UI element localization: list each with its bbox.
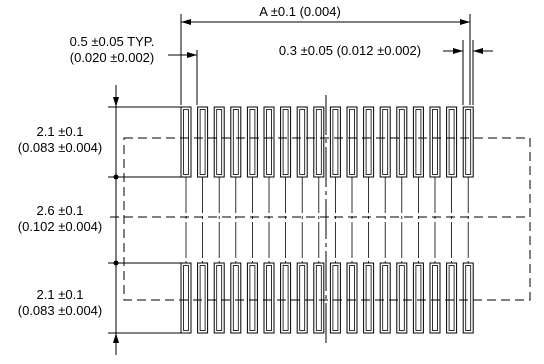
pad bbox=[346, 262, 358, 334]
pad bbox=[213, 262, 225, 334]
pad bbox=[412, 106, 424, 178]
pad-inner bbox=[332, 109, 339, 175]
pad-inner bbox=[349, 265, 355, 331]
pad bbox=[230, 106, 242, 178]
pad bbox=[446, 106, 458, 178]
pad-inner bbox=[349, 109, 355, 175]
pad bbox=[230, 262, 242, 334]
pad-inner bbox=[415, 265, 422, 331]
pad-inner bbox=[299, 109, 306, 175]
pad bbox=[180, 106, 192, 178]
pad bbox=[329, 106, 341, 178]
pad-inner bbox=[232, 265, 239, 331]
pad bbox=[263, 106, 275, 178]
pad-inner bbox=[183, 265, 189, 331]
pad-inner bbox=[216, 109, 223, 175]
pad-inner bbox=[249, 265, 256, 331]
pad-inner bbox=[299, 265, 306, 331]
pad bbox=[180, 262, 192, 334]
pad-inner bbox=[199, 109, 206, 175]
pad bbox=[197, 262, 209, 334]
pad-inner bbox=[448, 265, 455, 331]
dimension-label: 2.6 ±0.1 bbox=[37, 203, 84, 218]
pad-inner bbox=[266, 265, 272, 331]
pad bbox=[246, 262, 258, 334]
pad bbox=[429, 262, 441, 334]
pad-inner bbox=[266, 109, 272, 175]
pad bbox=[429, 106, 441, 178]
pad-inner bbox=[183, 109, 189, 175]
pad bbox=[462, 106, 474, 178]
pad-inner bbox=[365, 109, 372, 175]
dimension-label: 0.3 ±0.05 (0.012 ±0.002) bbox=[279, 43, 421, 58]
pad-inner bbox=[382, 109, 389, 175]
pad bbox=[396, 106, 408, 178]
pad-inner bbox=[282, 265, 289, 331]
pad-inner bbox=[282, 109, 289, 175]
pad bbox=[313, 262, 325, 334]
pad bbox=[280, 262, 292, 334]
pad-inner bbox=[232, 109, 239, 175]
pad bbox=[313, 106, 325, 178]
dimension-label: A ±0.1 (0.004) bbox=[259, 4, 341, 19]
pad-inner bbox=[398, 109, 405, 175]
pad-inner bbox=[365, 265, 372, 331]
pad bbox=[296, 262, 308, 334]
pad-inner bbox=[315, 109, 322, 175]
pad bbox=[396, 262, 408, 334]
pad-inner bbox=[382, 265, 389, 331]
pad bbox=[446, 262, 458, 334]
dimension-dot bbox=[113, 260, 119, 266]
outline bbox=[123, 137, 531, 301]
pad-inner bbox=[199, 265, 206, 331]
pads bbox=[180, 106, 474, 334]
pad bbox=[379, 106, 391, 178]
dimension-label: (0.083 ±0.004) bbox=[18, 303, 102, 318]
pad-inner bbox=[465, 265, 472, 331]
pad-inner bbox=[332, 265, 339, 331]
pad-inner bbox=[465, 109, 472, 175]
pad-inner bbox=[249, 109, 256, 175]
dimension-label: 0.5 ±0.05 TYP. bbox=[70, 34, 155, 49]
pad-inner bbox=[216, 265, 223, 331]
pad bbox=[346, 106, 358, 178]
pad bbox=[197, 106, 209, 178]
dimension-label: 2.1 ±0.1 bbox=[37, 124, 84, 139]
pad-inner bbox=[432, 109, 438, 175]
dimension-label: (0.102 ±0.004) bbox=[18, 219, 102, 234]
pad bbox=[379, 262, 391, 334]
pad bbox=[263, 262, 275, 334]
pad bbox=[363, 106, 375, 178]
pad bbox=[329, 262, 341, 334]
dimension-label: (0.083 ±0.004) bbox=[18, 140, 102, 155]
pad-inner bbox=[432, 265, 438, 331]
dimension-label: (0.020 ±0.002) bbox=[70, 50, 154, 65]
pad bbox=[213, 106, 225, 178]
pad bbox=[246, 106, 258, 178]
pad bbox=[462, 262, 474, 334]
pad bbox=[280, 106, 292, 178]
pad bbox=[363, 262, 375, 334]
pad bbox=[412, 262, 424, 334]
pad-inner bbox=[398, 265, 405, 331]
pad bbox=[296, 106, 308, 178]
pad-inner bbox=[315, 265, 322, 331]
pad-inner bbox=[415, 109, 422, 175]
pad-inner bbox=[448, 109, 455, 175]
dimension-label: 2.1 ±0.1 bbox=[37, 287, 84, 302]
dimension-dot bbox=[113, 174, 119, 180]
